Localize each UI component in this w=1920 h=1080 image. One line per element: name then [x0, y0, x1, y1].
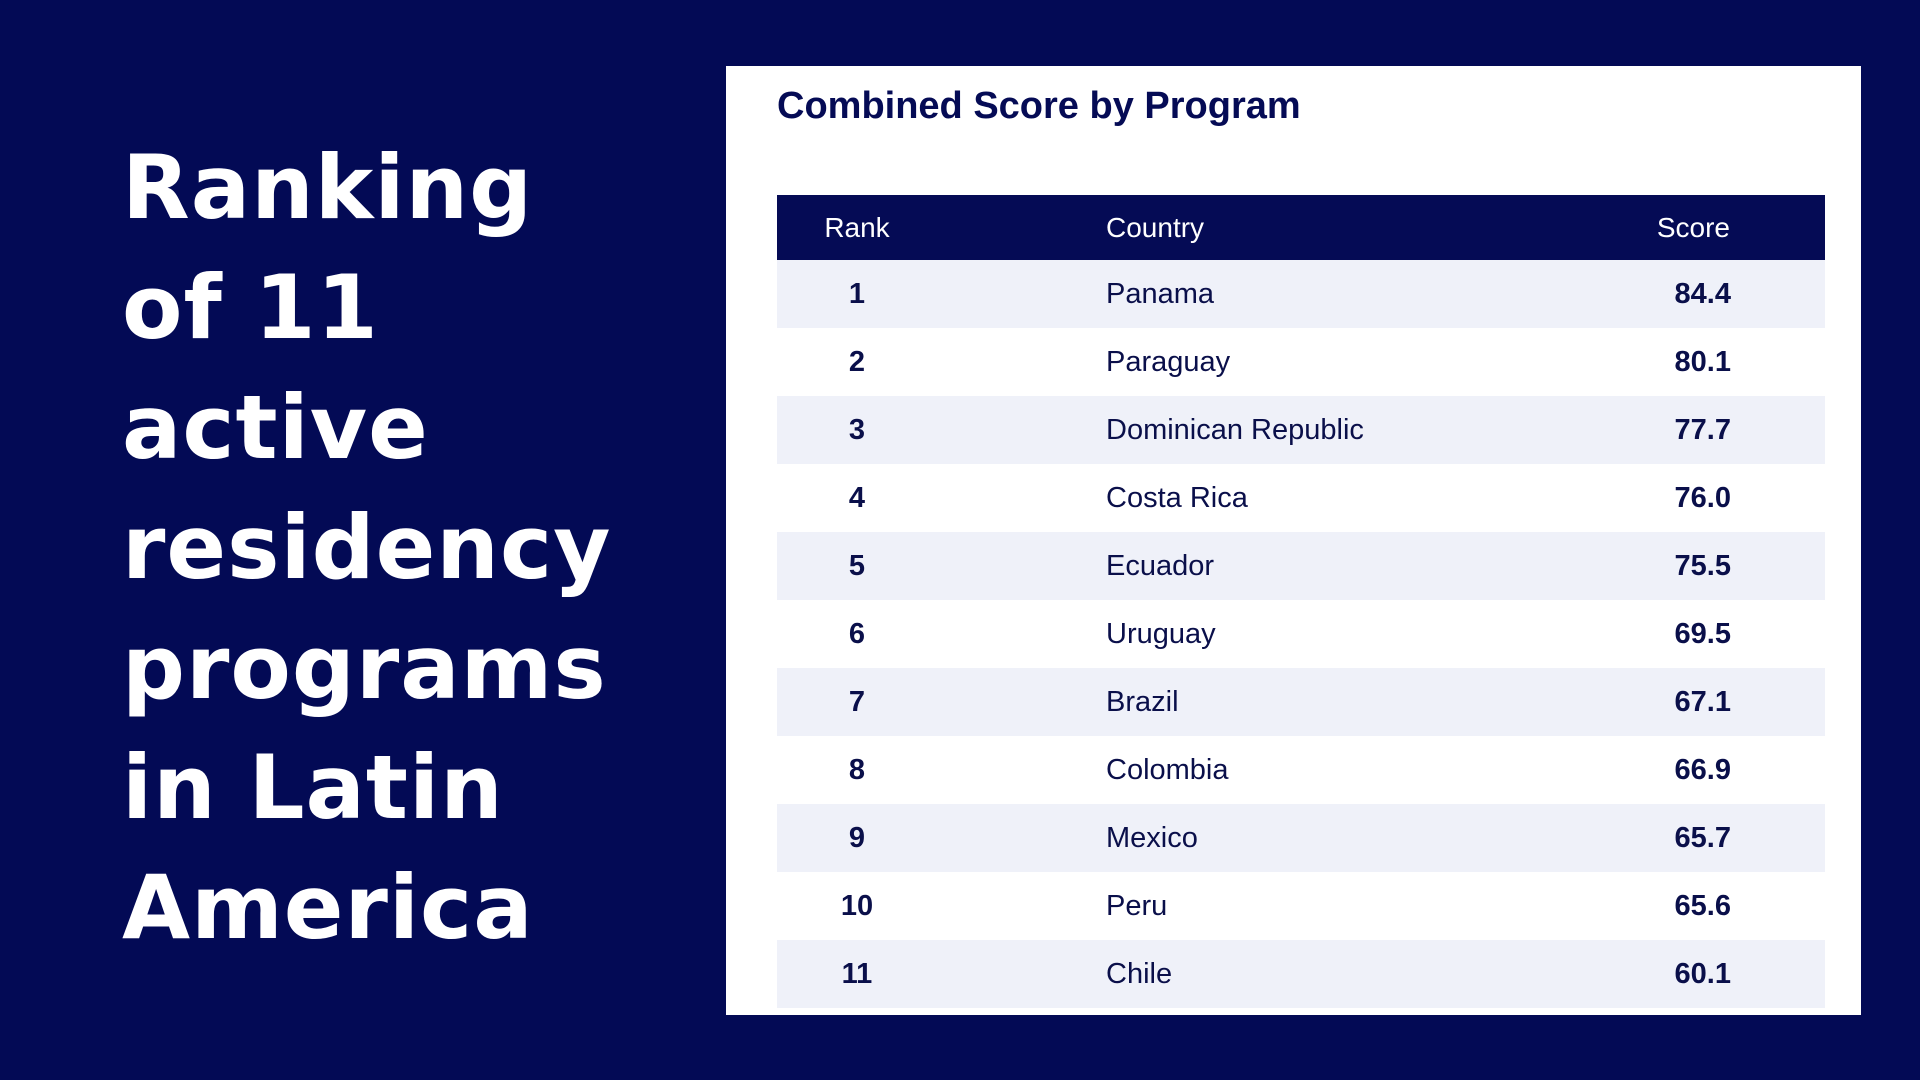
table-row: 7 Brazil 67.1 — [777, 668, 1825, 736]
country-cell: Chile — [1106, 957, 1173, 990]
headline-line: in Latin — [122, 736, 504, 839]
table-row: 5 Ecuador 75.5 — [777, 532, 1825, 600]
rank-cell: 3 — [848, 413, 866, 446]
score-cell: 67.1 — [1674, 685, 1731, 718]
table-row: 6 Uruguay 69.5 — [777, 600, 1825, 668]
table-row: 9 Mexico 65.7 — [777, 804, 1825, 872]
country-cell: Uruguay — [1106, 617, 1216, 650]
country-cell: Dominican Republic — [1106, 413, 1364, 446]
country-cell: Brazil — [1106, 685, 1179, 718]
rank-cell: 8 — [848, 753, 866, 786]
country-cell: Paraguay — [1106, 345, 1231, 378]
score-cell: 60.1 — [1674, 957, 1731, 990]
table-row: 3 Dominican Republic 77.7 — [777, 396, 1825, 464]
headline-line: of 11 — [122, 256, 379, 359]
score-cell: 77.7 — [1674, 413, 1731, 446]
table-title: Combined Score by Program — [777, 85, 1301, 127]
rank-cell: 4 — [848, 481, 866, 514]
rank-cell: 10 — [840, 889, 874, 922]
country-cell: Costa Rica — [1106, 481, 1248, 514]
score-cell: 65.7 — [1674, 821, 1731, 854]
header-country: Country — [1106, 211, 1205, 243]
rank-cell: 6 — [848, 617, 866, 650]
table-row: 11 Chile 60.1 — [777, 940, 1825, 1008]
rank-cell: 2 — [848, 345, 866, 378]
score-cell: 65.6 — [1674, 889, 1731, 922]
country-cell: Ecuador — [1106, 549, 1215, 582]
header-score: Score — [1656, 211, 1730, 243]
headline-line: residency — [122, 496, 612, 599]
country-cell: Panama — [1106, 277, 1215, 310]
table-row: 4 Costa Rica 76.0 — [777, 464, 1825, 532]
rank-cell: 1 — [848, 277, 866, 310]
score-table-panel: Combined Score by Program Rank Country S… — [726, 66, 1861, 1015]
headline-line: programs — [122, 616, 607, 719]
table-header: Rank Country Score — [777, 195, 1825, 260]
table-row: 1 Panama 84.4 — [777, 260, 1825, 328]
table-body: 1 Panama 84.4 2 Paraguay 80.1 3 Dominican Repub… — [777, 260, 1825, 1008]
score-cell: 84.4 — [1674, 277, 1731, 310]
country-cell: Peru — [1106, 889, 1168, 922]
headline: Ranking of 11 active residency programs … — [122, 128, 682, 968]
headline-line: Ranking — [122, 136, 534, 239]
score-cell: 69.5 — [1674, 617, 1731, 650]
score-table: Rank Country Score 1 Panama 84.4 2 Paraguay 8… — [777, 195, 1825, 1008]
table-row: 10 Peru 65.6 — [777, 872, 1825, 940]
rank-cell: 9 — [848, 821, 866, 854]
header-rank: Rank — [824, 211, 890, 243]
headline-line: active — [122, 376, 429, 479]
score-cell: 66.9 — [1674, 753, 1731, 786]
score-cell: 76.0 — [1674, 481, 1731, 514]
rank-cell: 7 — [848, 685, 866, 718]
score-cell: 75.5 — [1674, 549, 1731, 582]
rank-cell: 11 — [841, 957, 873, 990]
headline-line: America — [122, 856, 534, 959]
score-cell: 80.1 — [1674, 345, 1731, 378]
rank-cell: 5 — [848, 549, 866, 582]
table-row: 8 Colombia 66.9 — [777, 736, 1825, 804]
country-cell: Mexico — [1106, 821, 1198, 854]
country-cell: Colombia — [1106, 753, 1229, 786]
table-row: 2 Paraguay 80.1 — [777, 328, 1825, 396]
